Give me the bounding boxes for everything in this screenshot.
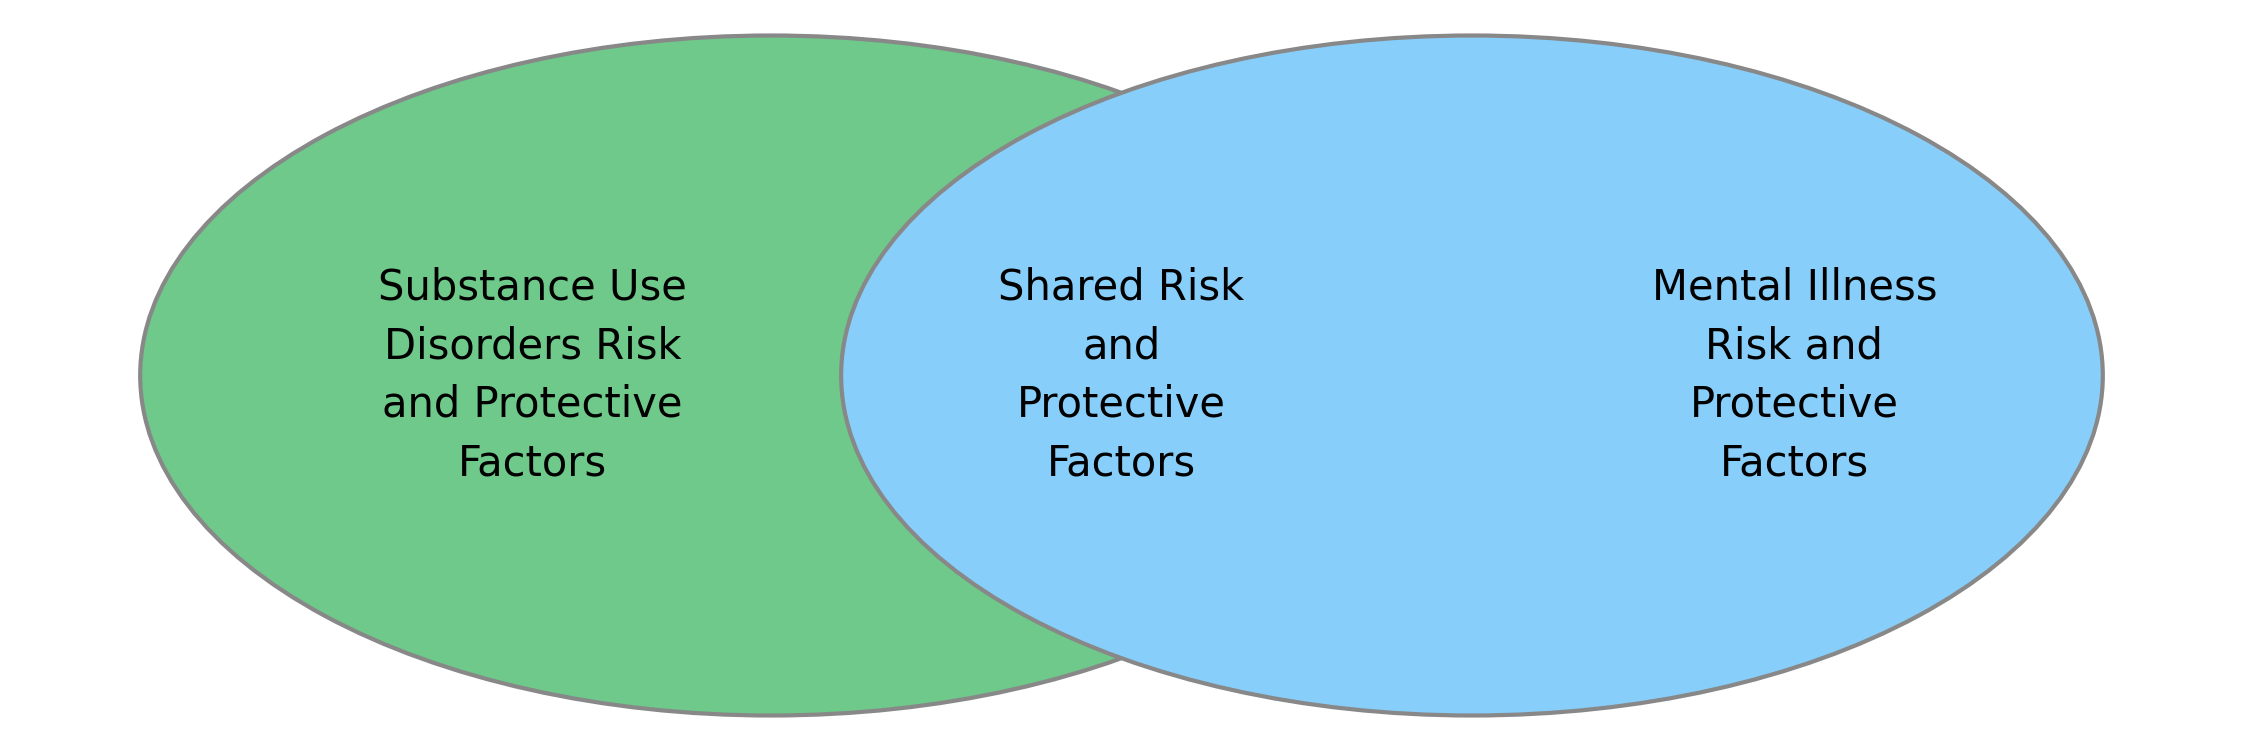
Text: Substance Use
Disorders Risk
and Protective
Factors: Substance Use Disorders Risk and Protect…	[379, 267, 686, 484]
Ellipse shape	[139, 35, 1402, 716]
Text: Mental Illness
Risk and
Protective
Factors: Mental Illness Risk and Protective Facto…	[1651, 267, 1938, 484]
Text: Shared Risk
and
Protective
Factors: Shared Risk and Protective Factors	[998, 267, 1245, 484]
Ellipse shape	[841, 35, 2104, 716]
